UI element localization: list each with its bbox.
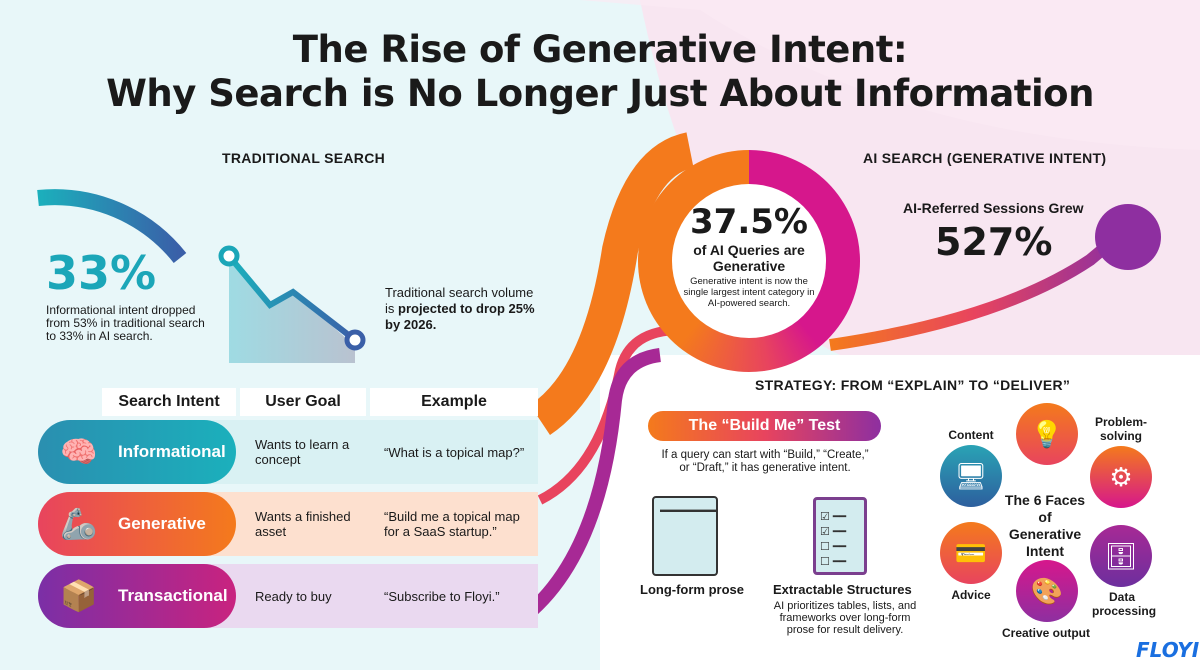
traditional-heading: TRADITIONAL SEARCH xyxy=(222,150,386,166)
card-hand-icon: 💳 xyxy=(940,522,1002,584)
monitor-code-icon: 🖥 xyxy=(940,445,1002,507)
build-me-desc: If a query can start with “Build,” “Crea… xyxy=(661,449,869,474)
table-header-goal: User Goal xyxy=(240,388,366,416)
volume-text-bold: projected to drop 25% by 2026. xyxy=(385,301,535,332)
stat-33: 33% xyxy=(46,246,157,300)
prose-label: Long-form prose xyxy=(640,582,744,597)
scroll-document-icon: ▬▬▬▬▬▬▬▬▬▬▬▬▬▬▬▬▬▬▬▬▬▬▬▬▬▬▬▬▬▬▬▬▬▬▬▬▬▬▬▬ xyxy=(652,496,718,576)
strategy-heading: STRATEGY: FROM “EXPLAIN” TO “DELIVER” xyxy=(755,377,1071,393)
example-cell: “What is a topical map?” xyxy=(384,444,525,460)
face-problem-solving: Problem-solving xyxy=(1094,415,1147,443)
clipboard-checklist-icon: ☑ ━━ ☑ ━━ ☐ ━━ ☐ ━━ xyxy=(813,497,867,575)
intent-label: Informational xyxy=(118,442,226,461)
intent-transactional: 📦 Transactional xyxy=(38,564,236,628)
stat-33-desc: Informational intent dropped from 53% in… xyxy=(46,303,205,343)
face-creative-output: Creative output xyxy=(1001,626,1090,640)
ai-heading: AI SEARCH (GENERATIVE INTENT) xyxy=(863,150,1107,166)
database-icon: 🗄 xyxy=(1090,525,1152,587)
ring-label: of AI Queries are Generative xyxy=(693,242,805,274)
example-cell: “Subscribe to Floyi.” xyxy=(384,588,500,604)
goal-cell: Wants a finished asset xyxy=(255,509,351,539)
gears-icon: ⚙ xyxy=(1090,446,1152,508)
sessions-label: AI-Referred Sessions Grew xyxy=(903,200,1084,216)
ring-stat: 37.5% xyxy=(690,202,808,242)
floyi-logo: FLOYI xyxy=(1136,638,1200,662)
goal-cell: Wants to learn a concept xyxy=(255,437,350,467)
robot-arm-icon: 🦾 xyxy=(60,507,98,541)
table-header-intent: Search Intent xyxy=(102,388,236,416)
struct-desc: AI prioritizes tables, lists, and framew… xyxy=(773,600,917,636)
faces-center-label: The 6 Faces of Generative Intent xyxy=(1004,492,1086,559)
example-cell: “Build me a topical map for a SaaS start… xyxy=(384,509,520,539)
volume-text: Traditional search volume is projected t… xyxy=(385,285,545,333)
title-line-2: Why Search is No Longer Just About Infor… xyxy=(106,72,1094,115)
table-header-example: Example xyxy=(370,388,538,416)
volume-text-pre: Traditional search volume is xyxy=(385,285,534,316)
face-content: Content xyxy=(948,428,994,442)
goal-cell: Ready to buy xyxy=(255,588,332,604)
build-me-test-banner: The “Build Me” Test xyxy=(648,411,881,441)
intent-label: Generative xyxy=(118,514,206,533)
intent-informational: 🧠 Informational xyxy=(38,420,236,484)
ring-center: 37.5% of AI Queries are Generative Gener… xyxy=(672,184,826,338)
intent-generative: 🦾 Generative xyxy=(38,492,236,556)
page-title: The Rise of Generative Intent: Why Searc… xyxy=(0,28,1200,116)
person-idea-icon: 💡 xyxy=(1016,403,1078,465)
title-line-1: The Rise of Generative Intent: xyxy=(292,28,908,71)
brain-icon: 🧠 xyxy=(60,435,98,469)
ring-desc: Generative intent is now the single larg… xyxy=(683,276,815,309)
palette-icon: 🎨 xyxy=(1016,560,1078,622)
face-data-processing: Data processing xyxy=(1092,590,1157,618)
struct-label: Extractable Structures xyxy=(773,582,912,597)
intent-label: Transactional xyxy=(118,586,228,605)
sessions-stat: 527% xyxy=(935,220,1053,264)
face-advice: Advice xyxy=(951,588,991,602)
hand-box-icon: 📦 xyxy=(60,579,98,613)
